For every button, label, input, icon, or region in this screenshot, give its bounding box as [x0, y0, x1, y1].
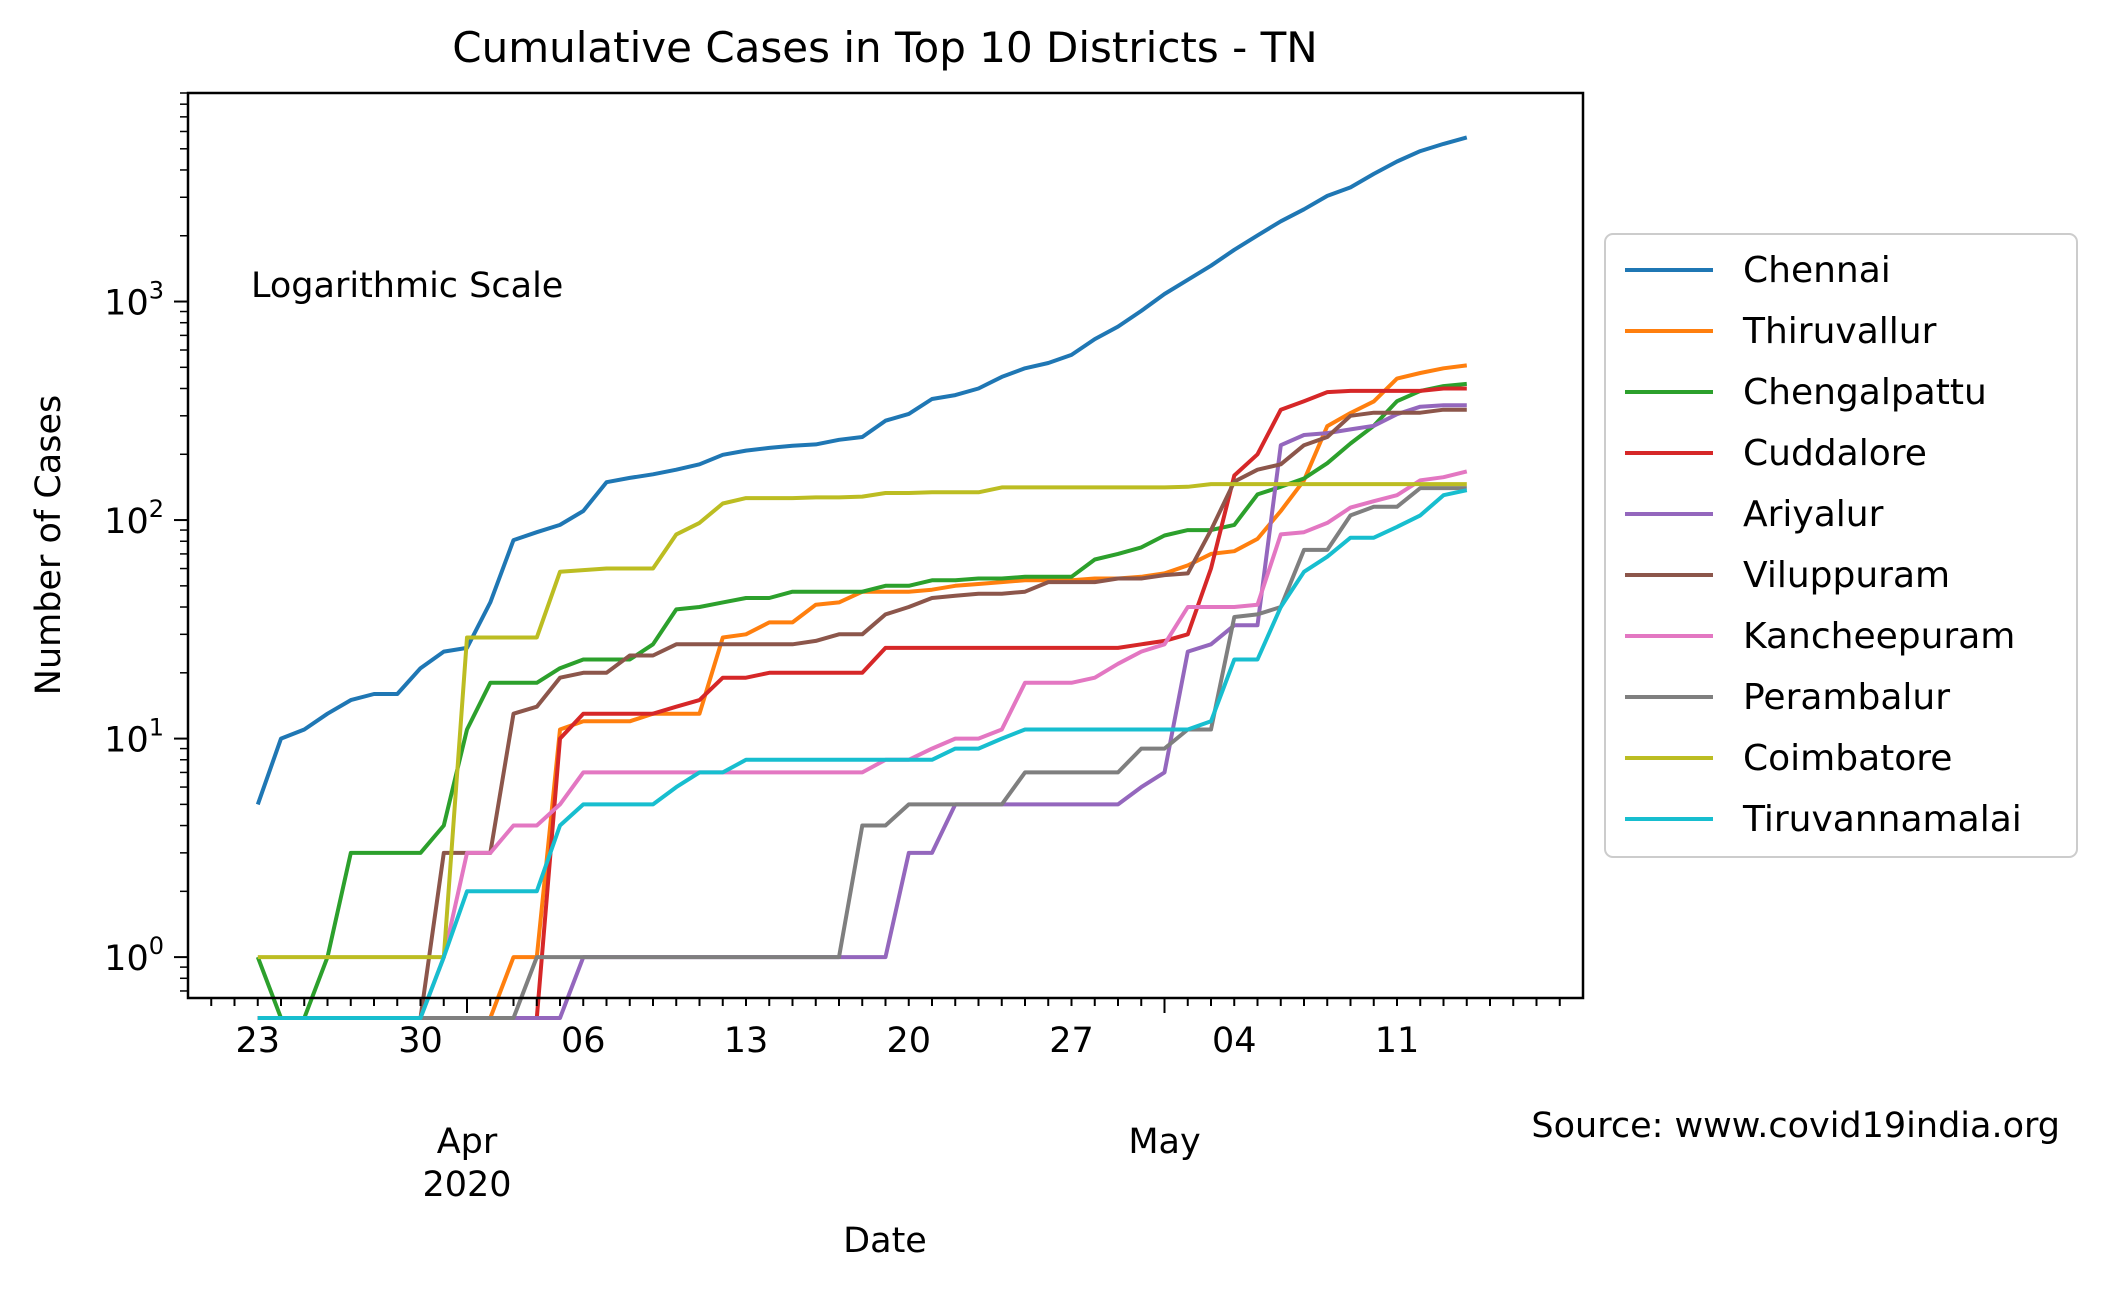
series-line-coimbatore — [257, 482, 1467, 960]
x-tick-label: 11 — [1375, 1021, 1420, 1061]
x-tick-label: 23 — [235, 1021, 280, 1061]
x-month-label: May — [1128, 1122, 1200, 1162]
series-layer — [255, 135, 1468, 1020]
plot-frame — [186, 91, 1585, 1000]
y-axis-label: Number of Cases — [29, 395, 69, 695]
y-tick-label: 100 — [104, 932, 164, 979]
x-year-label: 2020 — [422, 1165, 511, 1205]
series-line-perambalur — [257, 486, 1467, 1020]
legend-label-chengalpattu: Chengalpattu — [1743, 372, 1987, 413]
series-line-tiruvannamalai — [257, 488, 1468, 1020]
log-scale-annotation: Logarithmic Scale — [251, 266, 563, 306]
x-tick-label: 20 — [886, 1021, 931, 1061]
series-line-kancheepuram — [257, 469, 1468, 1020]
legend-label-cuddalore: Cuddalore — [1743, 433, 1927, 474]
legend-label-tiruvannamalai: Tiruvannamalai — [1742, 799, 2022, 840]
legend-entries: Chennai Thiruvallur Chengalpattu Cuddalore A… — [1625, 250, 2022, 840]
legend-label-thiruvallur: Thiruvallur — [1742, 311, 1937, 352]
x-tick-label: 30 — [398, 1021, 443, 1061]
y-tick-label: 102 — [104, 495, 164, 542]
y-tick-label: 101 — [104, 714, 164, 761]
x-tick-label: 13 — [724, 1021, 769, 1061]
chart-title: Cumulative Cases in Top 10 Districts - T… — [452, 23, 1317, 72]
x-axis-label: Date — [843, 1221, 927, 1261]
legend-label-kancheepuram: Kancheepuram — [1743, 616, 2015, 657]
legend-label-coimbatore: Coimbatore — [1743, 738, 1952, 779]
x-tick-label: 06 — [561, 1021, 606, 1061]
x-month-label: Apr — [437, 1122, 498, 1162]
legend-label-chennai: Chennai — [1743, 250, 1891, 291]
legend-label-perambalur: Perambalur — [1743, 677, 1950, 718]
y-tick-label: 103 — [104, 277, 164, 324]
x-tick-label: 04 — [1212, 1021, 1257, 1061]
legend: Chennai Thiruvallur Chengalpattu Cuddalore A… — [1604, 233, 2078, 858]
legend-label-viluppuram: Viluppuram — [1743, 555, 1950, 596]
source-note: Source: www.covid19india.org — [1531, 1106, 2060, 1146]
series-line-viluppuram — [257, 407, 1467, 1020]
series-line-chennai — [255, 135, 1468, 806]
legend-box — [1604, 233, 2078, 858]
y-axis: 100 101 102 103 — [104, 92, 188, 992]
x-tick-label: 27 — [1049, 1021, 1094, 1061]
legend-label-ariyalur: Ariyalur — [1743, 494, 1884, 535]
